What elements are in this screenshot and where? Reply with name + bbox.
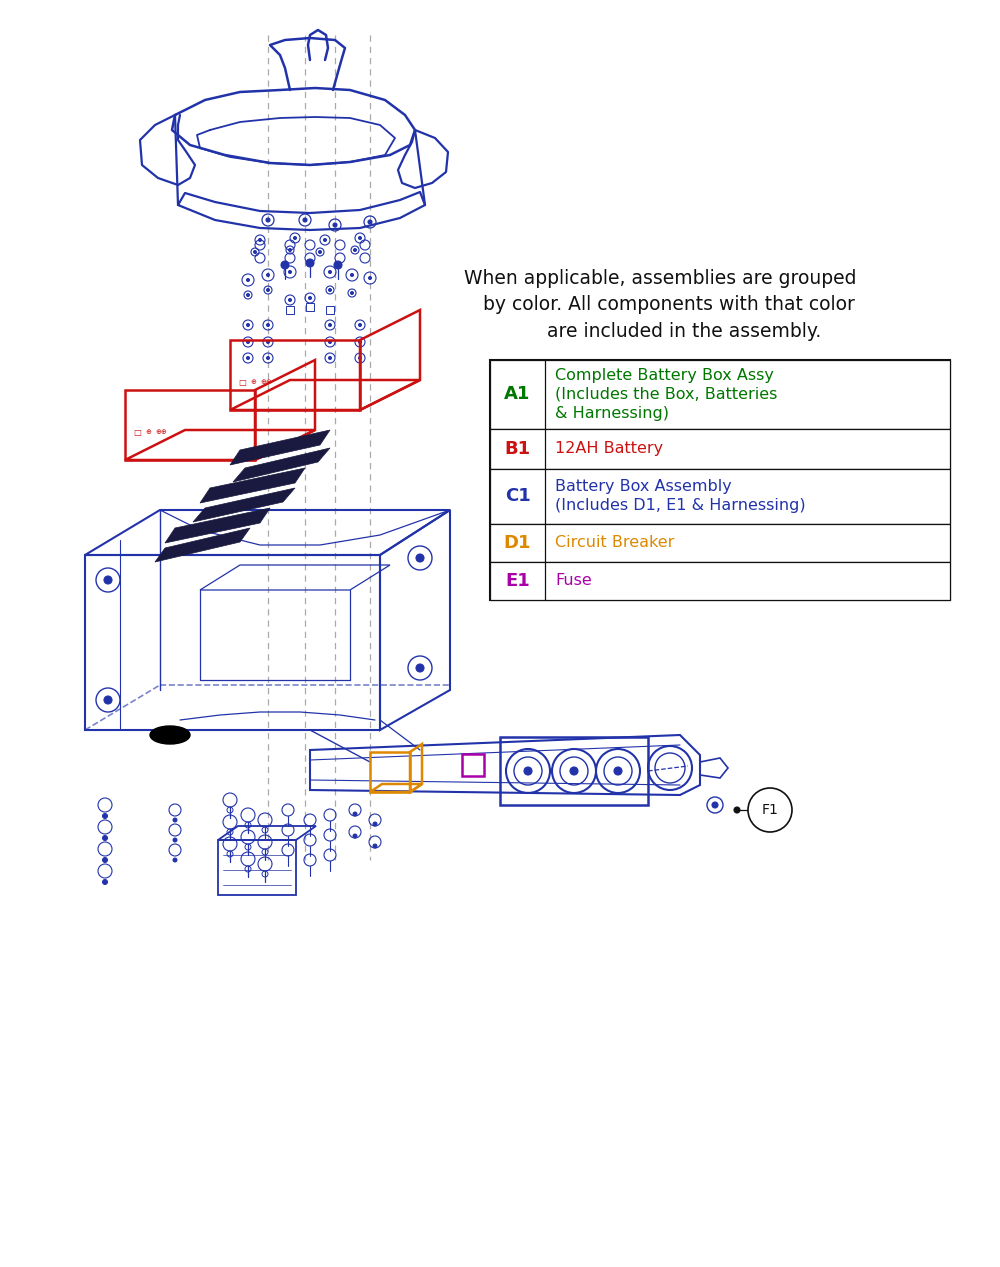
Bar: [490, 469, 950, 523]
Circle shape: [328, 270, 332, 274]
Bar: [326, 307, 334, 314]
Circle shape: [306, 258, 314, 267]
Circle shape: [281, 261, 289, 269]
Circle shape: [103, 879, 108, 884]
Circle shape: [173, 858, 177, 862]
Text: B1: B1: [504, 440, 531, 457]
Circle shape: [266, 323, 270, 327]
Circle shape: [334, 261, 342, 269]
Circle shape: [570, 767, 578, 775]
Circle shape: [254, 251, 256, 253]
Polygon shape: [155, 528, 250, 563]
Circle shape: [246, 279, 250, 281]
Circle shape: [288, 270, 292, 274]
Polygon shape: [200, 468, 305, 503]
Bar: [286, 307, 294, 314]
Circle shape: [614, 767, 622, 775]
Polygon shape: [165, 508, 270, 544]
Circle shape: [266, 341, 270, 343]
Circle shape: [104, 696, 112, 704]
Text: D1: D1: [504, 533, 531, 552]
Circle shape: [524, 767, 532, 775]
Bar: [490, 561, 950, 601]
Circle shape: [333, 223, 337, 227]
Bar: [490, 523, 950, 561]
Text: Circuit Breaker: Circuit Breaker: [555, 536, 674, 550]
Circle shape: [358, 237, 362, 239]
Ellipse shape: [150, 726, 190, 744]
Text: Complete Battery Box Assy
(Includes the Box, Batteries
& Harnessing): Complete Battery Box Assy (Includes the …: [555, 367, 777, 421]
Circle shape: [308, 296, 312, 299]
Circle shape: [324, 238, 326, 242]
Circle shape: [358, 323, 362, 327]
Circle shape: [368, 276, 372, 280]
Text: ⊕⊕: ⊕⊕: [260, 379, 272, 385]
Text: A1: A1: [504, 385, 531, 403]
Circle shape: [266, 274, 270, 276]
Circle shape: [328, 356, 332, 360]
Circle shape: [246, 341, 250, 343]
Circle shape: [354, 248, 356, 252]
Circle shape: [303, 218, 307, 222]
Text: ⊕: ⊕: [250, 379, 256, 385]
Circle shape: [173, 818, 177, 822]
Circle shape: [368, 220, 372, 224]
Polygon shape: [233, 449, 330, 481]
Polygon shape: [193, 488, 295, 522]
Circle shape: [416, 554, 424, 563]
Text: ⊕⊕: ⊕⊕: [155, 430, 167, 435]
Circle shape: [328, 323, 332, 327]
Circle shape: [748, 788, 792, 832]
Circle shape: [328, 289, 332, 291]
Text: ⊕: ⊕: [145, 430, 151, 435]
Polygon shape: [230, 430, 330, 465]
Circle shape: [103, 858, 108, 863]
Text: Fuse: Fuse: [555, 574, 592, 588]
Circle shape: [353, 812, 357, 816]
Circle shape: [266, 356, 270, 360]
Bar: [306, 303, 314, 310]
Circle shape: [288, 248, 292, 252]
Circle shape: [351, 274, 354, 276]
Circle shape: [351, 291, 354, 294]
Circle shape: [104, 576, 112, 584]
Text: C1: C1: [505, 488, 530, 506]
Circle shape: [246, 356, 250, 360]
Circle shape: [258, 238, 262, 242]
Circle shape: [173, 837, 177, 843]
Circle shape: [294, 237, 296, 239]
Text: F1: F1: [762, 803, 778, 817]
Bar: [490, 360, 950, 428]
Text: When applicable, assemblies are grouped
   by color. All components with that co: When applicable, assemblies are grouped …: [464, 269, 856, 341]
Circle shape: [373, 822, 377, 826]
Circle shape: [318, 251, 322, 253]
Text: Battery Box Assembly
(Includes D1, E1 & Harnessing): Battery Box Assembly (Includes D1, E1 & …: [555, 479, 806, 513]
Bar: [490, 360, 950, 601]
Circle shape: [246, 294, 250, 296]
Circle shape: [734, 807, 740, 813]
Circle shape: [246, 323, 250, 327]
Text: □: □: [238, 378, 246, 386]
Circle shape: [353, 834, 357, 837]
Circle shape: [416, 664, 424, 672]
Circle shape: [103, 835, 108, 840]
Circle shape: [103, 813, 108, 818]
Circle shape: [358, 356, 362, 360]
Bar: [490, 428, 950, 469]
Circle shape: [373, 844, 377, 848]
Circle shape: [328, 341, 332, 343]
Circle shape: [266, 289, 270, 291]
Circle shape: [266, 218, 270, 222]
Text: □: □: [133, 427, 141, 437]
Circle shape: [358, 341, 362, 343]
Text: 12AH Battery: 12AH Battery: [555, 441, 663, 456]
Text: E1: E1: [505, 571, 530, 590]
Circle shape: [288, 299, 292, 302]
Circle shape: [712, 802, 718, 808]
